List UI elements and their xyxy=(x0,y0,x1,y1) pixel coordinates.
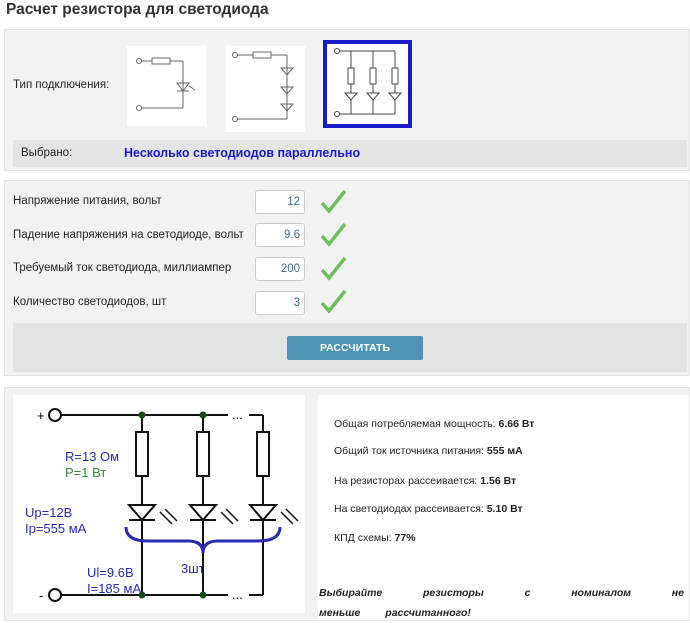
selected-label: Выбрано: xyxy=(21,147,73,159)
calculate-button[interactable]: РАССЧИТАТЬ xyxy=(287,336,423,360)
led-count-label: Количество светодиодов, шт xyxy=(13,296,167,308)
voltage-input[interactable]: 12 xyxy=(255,190,305,214)
series-leds-circuit-icon xyxy=(232,51,295,122)
single-led-circuit-icon xyxy=(136,57,196,111)
led-current-label: Требуемый ток светодиода, миллиампер xyxy=(13,262,232,274)
check-icon xyxy=(320,289,347,314)
input-panel: Напряжение питания, вольт 12 Падение нап… xyxy=(4,180,690,376)
r-label: R=13 Ом xyxy=(65,449,119,464)
result-leds: На светодиодах рассеивается: 5.10 Вт xyxy=(334,503,523,515)
result-current: Общий ток источника питания: 555 мА xyxy=(334,445,523,457)
parallel-circuit-diagram: + - ... ... R=13 Ом P=1 Вт Up=12B Ip=555… xyxy=(13,395,305,613)
ul-label: Ul=9.6B xyxy=(87,565,134,580)
voltage-label: Напряжение питания, вольт xyxy=(13,195,162,207)
result-efficiency: КПД схемы: 77% xyxy=(334,532,416,544)
check-icon xyxy=(320,189,347,214)
dots: ... xyxy=(232,587,243,602)
calculate-area: РАССЧИТАТЬ xyxy=(13,323,687,372)
page-title: Расчет резистора для светодиода xyxy=(6,1,269,18)
connection-type-label: Тип подключения: xyxy=(13,79,110,91)
option-parallel-leds[interactable] xyxy=(323,40,412,128)
count-label: 3шт xyxy=(181,561,205,576)
selected-row: Выбрано: Несколько светодиодов параллель… xyxy=(13,140,687,167)
connection-panel: Тип подключения: Выбрано: Несколько свет… xyxy=(4,29,690,171)
up-label: Up=12B xyxy=(25,505,72,520)
note: Выбирайте резисторы с номиналом не меньш… xyxy=(319,587,684,619)
check-icon xyxy=(320,222,347,247)
check-icon xyxy=(320,256,347,281)
brace xyxy=(124,526,282,554)
selected-value: Несколько светодиодов параллельно xyxy=(124,146,361,160)
results-box: Общая потребляемая мощность: 6.66 Вт Общ… xyxy=(318,395,689,620)
result-power: Общая потребляемая мощность: 6.66 Вт xyxy=(334,418,535,430)
result-resistors: На резисторах рассеивается: 1.56 Вт xyxy=(334,475,517,487)
option-single-led[interactable] xyxy=(127,46,207,126)
led-drop-input[interactable]: 9.6 xyxy=(255,223,305,247)
parallel-leds-circuit-icon xyxy=(334,48,403,117)
minus-label: - xyxy=(39,588,43,603)
option-series-leds[interactable] xyxy=(225,46,305,132)
led-count-input[interactable]: 3 xyxy=(255,291,305,315)
led-current-input[interactable]: 200 xyxy=(255,257,305,281)
led-drop-label: Падение напряжения на светодиоде, вольт xyxy=(13,229,244,241)
plus-label: + xyxy=(37,408,45,423)
p-label: P=1 Вт xyxy=(65,465,106,480)
ip-label: Ip=555 мА xyxy=(25,521,87,536)
i-label: I=185 мА xyxy=(87,581,141,596)
results-panel: + - ... ... R=13 Ом P=1 Вт Up=12B Ip=555… xyxy=(4,387,690,621)
dots: ... xyxy=(232,407,243,422)
